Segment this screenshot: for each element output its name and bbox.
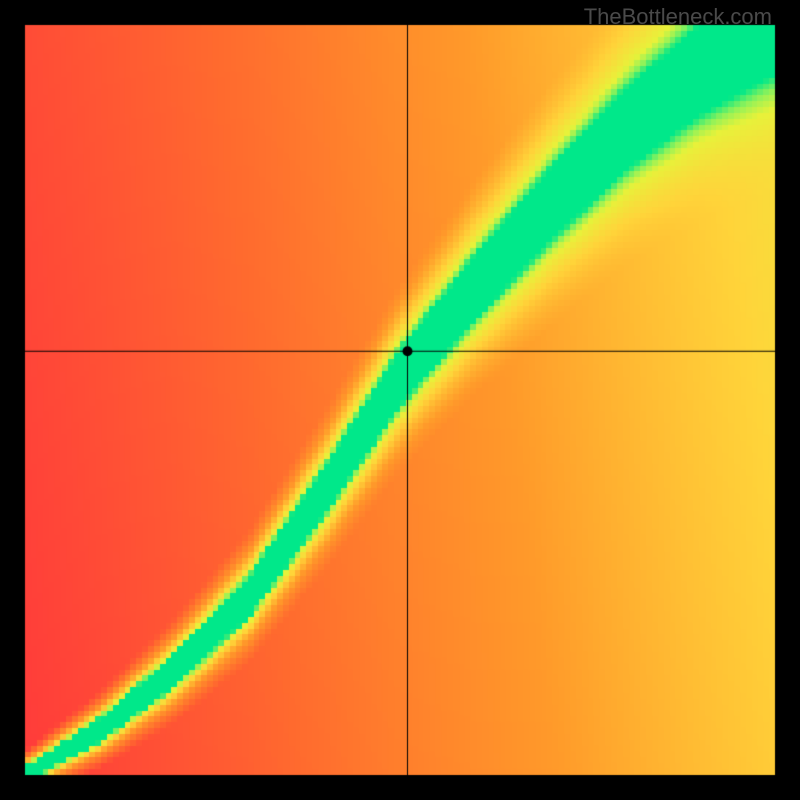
watermark-text: TheBottleneck.com <box>584 4 772 30</box>
bottleneck-heatmap <box>0 0 800 800</box>
